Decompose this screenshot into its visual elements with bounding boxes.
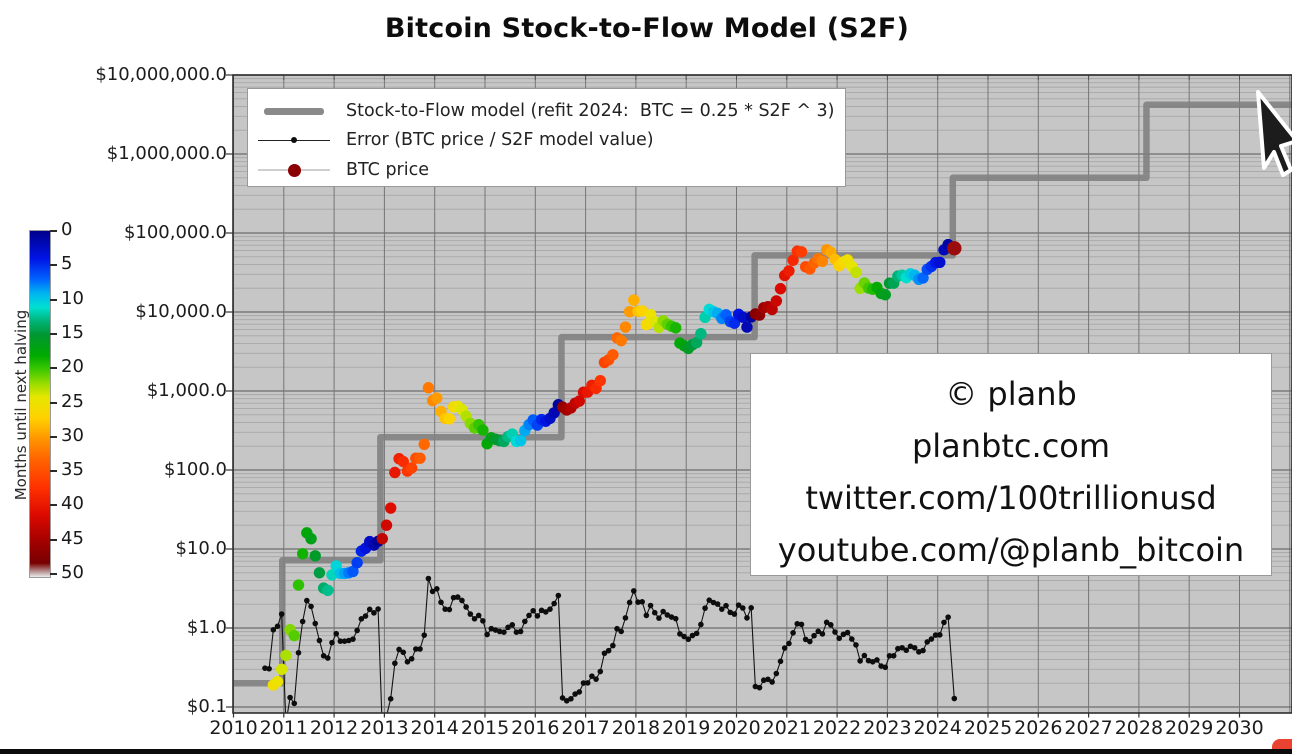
x-axis-tick-label: 2018: [611, 717, 661, 739]
colorbar-tick: [50, 264, 57, 267]
colorbar-tick: [50, 332, 57, 335]
legend-item-model: Stock-to-Flow model (refit 2024: BTC = 0…: [258, 96, 845, 126]
colorbar-gradient: [29, 230, 51, 578]
watermark-twitter: twitter.com/100trillionusd: [805, 479, 1217, 517]
legend-box: Stock-to-Flow model (refit 2024: BTC = 0…: [247, 88, 846, 187]
colorbar-tick: [50, 230, 57, 232]
y-axis-tick-label: $1,000.0: [146, 380, 227, 401]
watermark-website: planbtc.com: [911, 427, 1111, 465]
x-axis-tick-label: 2022: [812, 717, 862, 739]
y-axis-tick-label: $10.0: [175, 538, 227, 559]
colorbar-tick: [50, 573, 57, 575]
x-axis-tick-label: 2011: [259, 717, 308, 739]
colorbar-tick-label: 45: [61, 527, 84, 549]
x-axis-tick-label: 2023: [863, 717, 912, 739]
colorbar-tick-label: 0: [61, 219, 73, 240]
x-axis-tick-label: 2030: [1215, 717, 1264, 739]
x-axis-tick-label: 2014: [410, 717, 459, 739]
x-axis-tick-label: 2025: [963, 717, 1013, 739]
y-axis-tick-label: $100,000.0: [123, 222, 227, 243]
error-line-sample-icon: [258, 132, 330, 148]
x-axis-tick-label: 2013: [360, 717, 409, 739]
model-line-sample-icon: [258, 103, 330, 119]
btc-price-marker-sample-icon: [258, 162, 330, 178]
x-axis-tick-label: 2026: [1014, 717, 1063, 739]
x-axis-tick-label: 2027: [1064, 717, 1113, 739]
x-axis-tick-label: 2016: [511, 717, 560, 739]
colorbar-tick-label: 35: [61, 459, 84, 481]
watermark-box: © planb planbtc.com twitter.com/100trill…: [750, 353, 1272, 576]
y-axis-tick-label: $0.1: [186, 696, 227, 717]
colorbar-tick: [50, 435, 57, 438]
y-axis-tick-label: $100.0: [164, 459, 227, 480]
colorbar-tick: [50, 401, 57, 404]
watermark-copyright: © planb: [945, 375, 1077, 413]
colorbar-tick-label: 15: [61, 321, 84, 343]
colorbar-tick-label: 40: [61, 493, 84, 515]
x-axis-tick-label: 2028: [1114, 717, 1164, 739]
legend-item-btc-price: BTC price: [258, 155, 845, 185]
x-axis-tick-label: 2021: [762, 717, 811, 739]
x-axis-tick-label: 2019: [662, 717, 711, 739]
colorbar-tick: [50, 504, 57, 507]
x-axis-tick-label: 2010: [209, 717, 258, 739]
x-axis-tick-label: 2015: [460, 717, 510, 739]
colorbar-tick-label: 50: [61, 562, 84, 583]
x-axis-tick-label: 2024: [913, 717, 962, 739]
legend-item-error: Error (BTC price / S2F model value): [258, 126, 845, 156]
colorbar-tick: [50, 298, 57, 301]
colorbar-tick-label: 20: [61, 356, 84, 378]
colorbar-tick-label: 30: [61, 424, 84, 446]
watermark-youtube: youtube.com/@planb_bitcoin: [777, 531, 1245, 569]
colorbar-tick-label: 10: [61, 287, 84, 309]
colorbar-tick: [50, 367, 57, 370]
x-axis-tick-label: 2029: [1165, 717, 1214, 739]
colorbar-tick-label: 5: [61, 253, 73, 275]
colorbar-tick: [50, 470, 57, 473]
mouse-cursor-icon: [1256, 90, 1292, 177]
bottom-edge-bar: [0, 749, 1292, 754]
legend-label-btc-price: BTC price: [346, 159, 430, 180]
x-axis-tick-label: 2020: [712, 717, 761, 739]
x-axis-tick-label: 2017: [561, 717, 610, 739]
colorbar-tick: [50, 538, 57, 541]
colorbar-tick-label: 25: [61, 390, 84, 412]
legend-label-model: Stock-to-Flow model (refit 2024: BTC = 0…: [346, 100, 835, 121]
y-axis-tick-label: $10,000,000.0: [95, 64, 227, 85]
x-axis-tick-label: 2012: [309, 717, 359, 739]
y-axis-tick-label: $1.0: [186, 617, 227, 638]
y-axis-tick-label: $1,000,000.0: [106, 143, 227, 164]
chart-title: Bitcoin Stock-to-Flow Model (S2F): [384, 13, 910, 44]
y-axis-tick-label: $10,000.0: [135, 301, 227, 322]
legend-label-error: Error (BTC price / S2F model value): [346, 130, 654, 151]
